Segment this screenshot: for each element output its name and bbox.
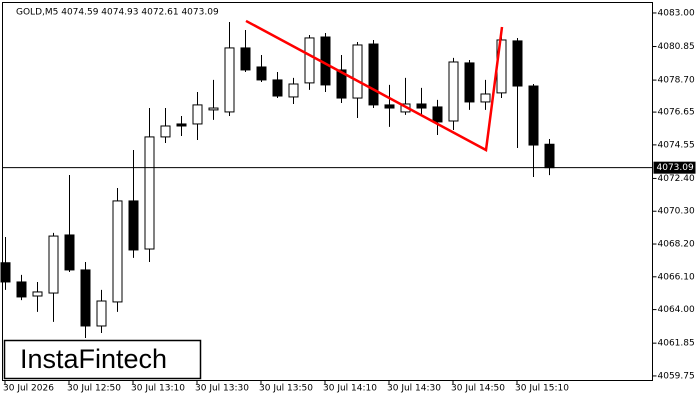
candle-body	[64, 234, 75, 271]
candle-body	[48, 235, 59, 294]
candle-body	[96, 300, 107, 327]
logo: InstaFintech	[20, 344, 167, 374]
x-tick-label: 30 Jul 13:10	[131, 384, 185, 394]
candle-body	[16, 281, 27, 298]
candle-body	[144, 136, 155, 250]
candle-body	[208, 107, 219, 111]
x-tick-label: 30 Jul 14:50	[451, 384, 505, 394]
y-tick-label: 4080.85	[658, 42, 695, 52]
candle-body	[448, 61, 459, 122]
x-tick-label: 30 Jul 2026	[3, 384, 54, 394]
candle-body	[256, 66, 267, 81]
y-tick-label: 4072.40	[658, 174, 695, 184]
y-tick-label: 4059.75	[658, 371, 695, 381]
y-tick-label: 4076.65	[658, 108, 695, 118]
candle-body	[464, 62, 475, 103]
candle-body	[336, 69, 347, 99]
candle-body	[112, 200, 123, 303]
candle-body	[192, 104, 203, 125]
logo-box	[3, 339, 202, 380]
candle-body	[352, 44, 363, 99]
candle-body	[384, 104, 395, 109]
x-tick-label: 30 Jul 13:50	[259, 384, 313, 394]
candle-body	[176, 123, 187, 127]
candle-body	[0, 262, 11, 283]
x-tick-label: 30 Jul 12:50	[67, 384, 121, 394]
candle-body	[528, 85, 539, 146]
candle-body	[512, 40, 523, 87]
y-tick-label: 4068.20	[658, 240, 695, 250]
candle-body	[288, 83, 299, 98]
candle-body	[304, 37, 315, 84]
last-price-box	[653, 161, 696, 174]
candle-body	[416, 103, 427, 109]
chart-title: GOLD,M5 4074.59 4074.93 4072.61 4073.09	[16, 8, 219, 18]
last-price-label: 4073.09	[657, 163, 694, 173]
x-tick-label: 30 Jul 14:30	[387, 384, 441, 394]
candle-body	[368, 43, 379, 106]
x-tick-label: 30 Jul 13:30	[195, 384, 249, 394]
candle-body	[32, 291, 43, 297]
y-tick-label: 4083.00	[658, 8, 695, 18]
y-tick-label: 4070.30	[658, 207, 695, 217]
candle-body	[160, 125, 171, 138]
candle-body	[240, 47, 251, 71]
x-tick-label: 30 Jul 15:10	[515, 384, 569, 394]
y-tick-label: 4061.85	[658, 339, 695, 349]
pattern-line	[245, 19, 504, 152]
plot-frame	[2, 2, 653, 381]
candle-body	[224, 47, 235, 113]
candle-body	[80, 269, 91, 327]
candle-body	[480, 93, 491, 103]
candle-body	[272, 79, 283, 97]
candle-body	[544, 143, 555, 169]
candle-body	[432, 106, 443, 123]
candle-body	[128, 200, 139, 251]
y-tick-label: 4064.00	[658, 305, 695, 315]
x-tick-label: 30 Jul 14:10	[323, 384, 377, 394]
y-tick-label: 4066.10	[658, 272, 695, 282]
y-tick-label: 4074.55	[658, 140, 695, 150]
y-tick-label: 4078.70	[658, 76, 695, 86]
